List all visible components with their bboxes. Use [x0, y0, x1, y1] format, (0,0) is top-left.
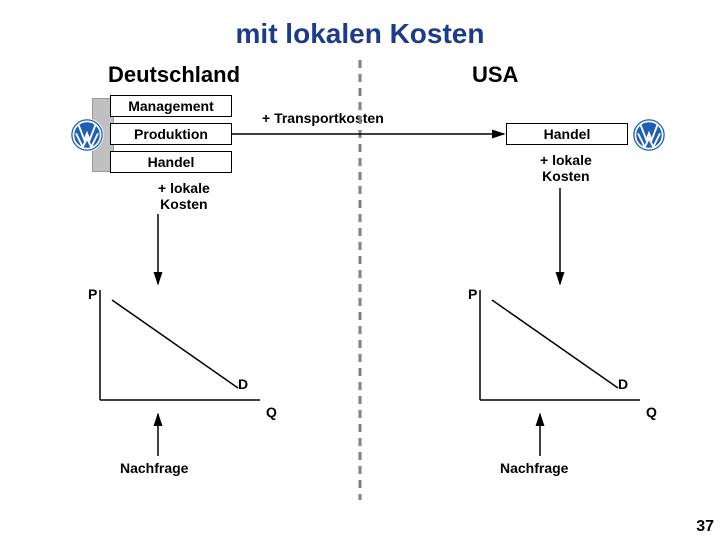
label-transportkosten: + Transportkosten — [262, 110, 384, 126]
label-nachfrage-left: Nachfrage — [120, 460, 188, 476]
vw-logo-icon — [70, 118, 104, 152]
axis-q-right: Q — [646, 404, 657, 420]
vw-logo-right — [632, 118, 666, 152]
col-header-usa: USA — [472, 62, 518, 88]
label-lokale-kosten-left: + lokale Kosten — [158, 180, 210, 212]
demand-line-right — [492, 300, 618, 388]
box-produktion: Produktion — [110, 123, 232, 145]
box-management: Management — [110, 95, 232, 117]
vw-logo-left — [70, 118, 104, 152]
axis-p-left: P — [88, 286, 97, 302]
box-handel-right: Handel — [506, 123, 628, 145]
lokale-line1-right: + lokale — [540, 152, 592, 168]
axis-q-left: Q — [266, 404, 277, 420]
label-lokale-kosten-right: + lokale Kosten — [540, 152, 592, 184]
page-number: 37 — [696, 518, 714, 536]
curve-d-left: D — [238, 376, 248, 392]
curve-d-right: D — [618, 376, 628, 392]
lokale-line2-right: Kosten — [542, 168, 589, 184]
lokale-line2-left: Kosten — [160, 196, 207, 212]
label-nachfrage-right: Nachfrage — [500, 460, 568, 476]
col-header-deutschland: Deutschland — [108, 62, 240, 88]
page-title: mit lokalen Kosten — [0, 18, 720, 50]
box-handel-left: Handel — [110, 151, 232, 173]
demand-line-left — [112, 300, 238, 388]
lokale-line1-left: + lokale — [158, 180, 210, 196]
axis-p-right: P — [468, 286, 477, 302]
vw-logo-icon — [632, 118, 666, 152]
